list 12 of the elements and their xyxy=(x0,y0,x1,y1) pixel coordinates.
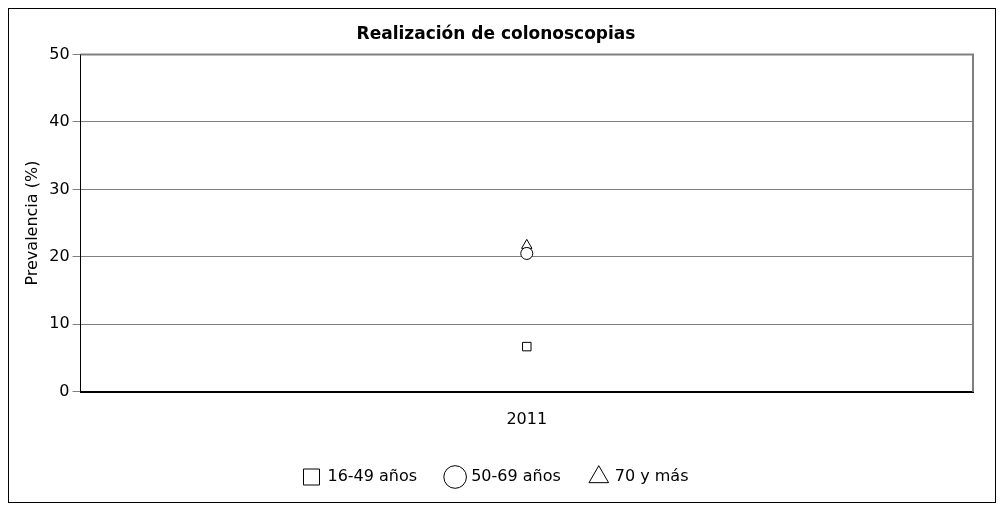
x-tick-label: 2011 xyxy=(506,408,548,428)
y-tick-label: 50 xyxy=(49,43,70,63)
y-axis-title: Prevalencia (%) xyxy=(21,160,41,286)
y-tick-label: 10 xyxy=(49,313,70,333)
y-tick-label: 0 xyxy=(59,380,70,400)
legend-label: 16-49 años xyxy=(327,466,418,486)
y-tick-label: 40 xyxy=(49,111,70,131)
y-tick-label: 30 xyxy=(49,178,70,198)
legend-label: 70 y más xyxy=(614,466,689,486)
chart-title: Realización de colonoscopias xyxy=(356,22,636,43)
y-tick-label: 20 xyxy=(49,246,70,265)
legend-label: 50-69 años xyxy=(471,466,561,486)
